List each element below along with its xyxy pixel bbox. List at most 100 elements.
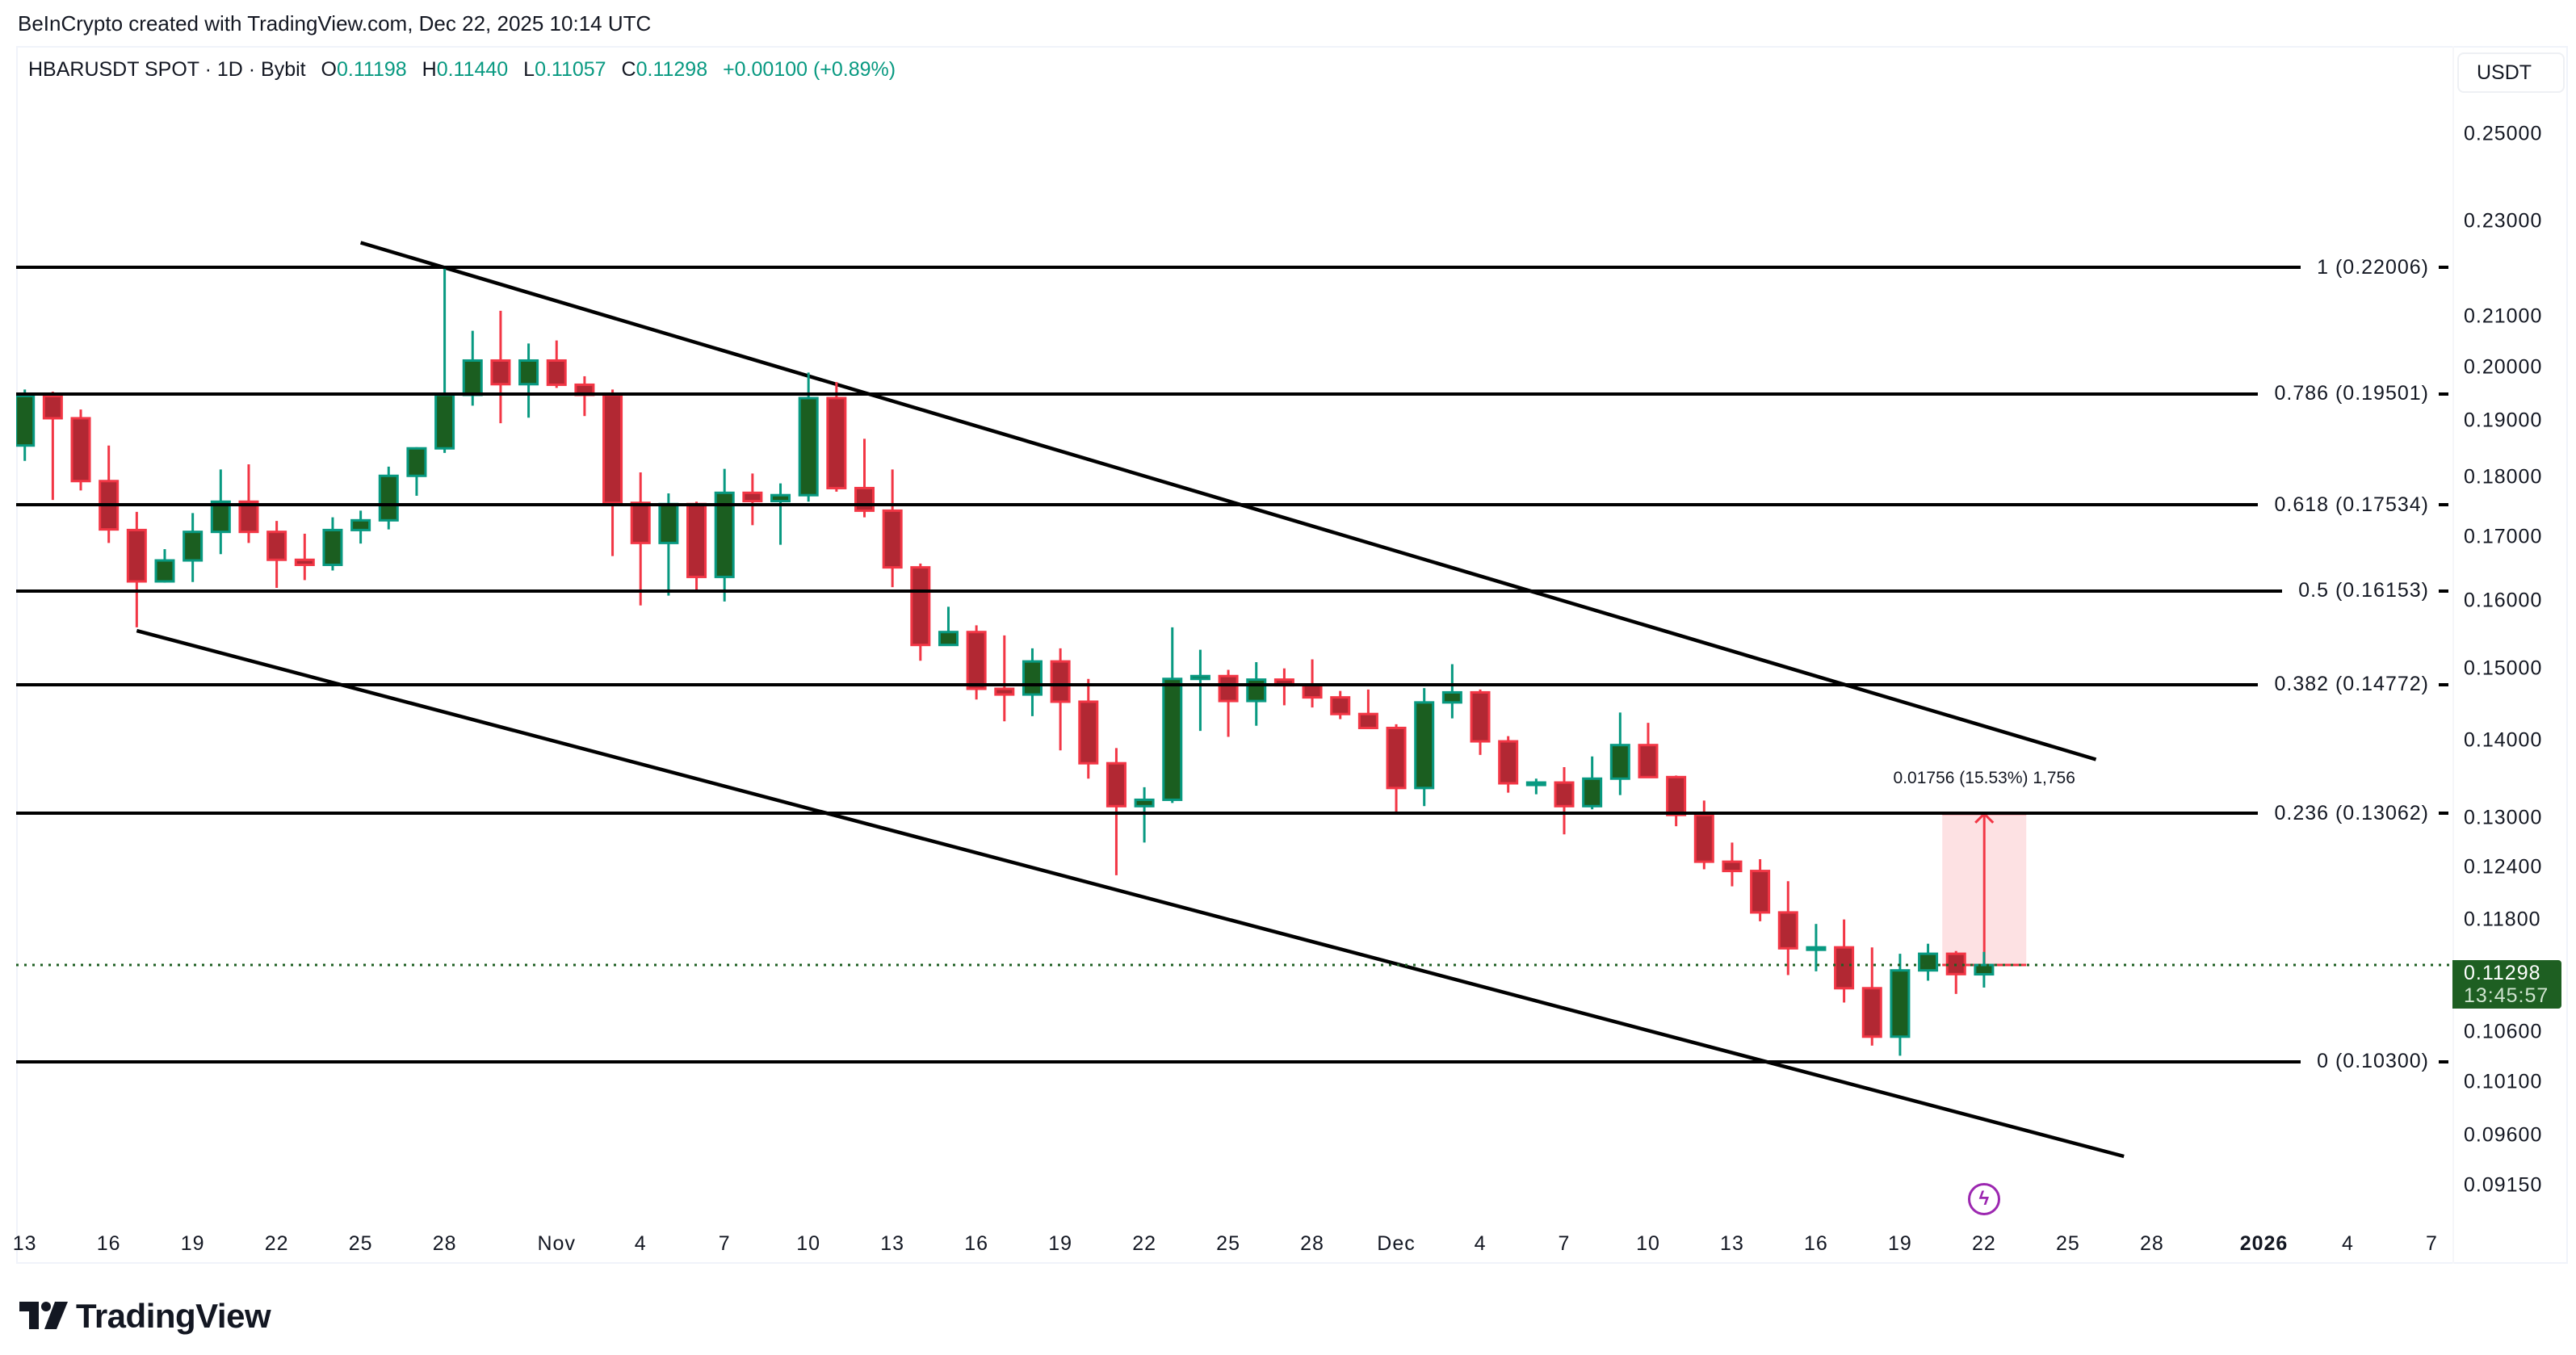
candle-body — [1638, 744, 1659, 778]
candle-2025-12-04 — [1470, 689, 1491, 755]
candle-2025-11-16 — [966, 625, 987, 700]
currency-button[interactable]: USDT — [2457, 52, 2565, 93]
time-tick-label: 19 — [1888, 1232, 1912, 1255]
low-label: L — [523, 58, 535, 81]
candle-2025-11-19 — [1050, 648, 1071, 751]
candle-2025-11-26 — [1246, 661, 1267, 726]
candle-body — [630, 501, 651, 544]
candle-body — [882, 509, 903, 569]
time-tick-label: 2026 — [2239, 1232, 2289, 1255]
candle-2025-11-11 — [826, 382, 847, 492]
candle-body — [406, 447, 427, 477]
candle-body — [210, 500, 231, 534]
candle-2025-11-14 — [910, 563, 931, 661]
candle-body — [1693, 813, 1714, 863]
time-tick-label: 22 — [1971, 1232, 1996, 1255]
tradingview-logo[interactable]: TradingView — [19, 1297, 271, 1336]
candle-2025-12-16 — [1806, 924, 1827, 971]
fib-tick — [2439, 266, 2448, 269]
candle-body — [294, 558, 315, 566]
candle-body — [1330, 696, 1351, 715]
candle-body — [1806, 946, 1827, 951]
time-tick-label: 10 — [796, 1232, 821, 1255]
time-tick-label: 7 — [1558, 1232, 1571, 1255]
candle-body — [1414, 701, 1435, 790]
candle-body — [378, 474, 399, 522]
candle-body — [686, 502, 707, 578]
price-tick-label: 0.09150 — [2464, 1173, 2543, 1197]
time-tick-label: Nov — [537, 1232, 576, 1255]
time-tick-label: Dec — [1377, 1232, 1416, 1255]
candle-body — [1750, 870, 1771, 914]
candle-body — [1918, 952, 1939, 972]
candle-2025-11-25 — [1218, 669, 1239, 737]
candle-body — [1302, 684, 1323, 699]
candle-body — [938, 631, 959, 647]
candle-body — [1050, 660, 1071, 703]
attribution-text: BeInCrypto created with TradingView.com,… — [18, 11, 652, 36]
time-tick-label: 28 — [1300, 1232, 1324, 1255]
candle-2025-10-28 — [434, 267, 455, 453]
time-tick-label: 22 — [264, 1232, 289, 1255]
fib-tick — [2439, 503, 2448, 507]
open-label: O — [321, 58, 337, 81]
time-tick-label: 13 — [880, 1232, 905, 1255]
candle-body — [518, 359, 539, 386]
candle-2025-11-07 — [714, 468, 735, 602]
candle-body — [70, 417, 91, 483]
candle-body — [154, 559, 175, 583]
candle-2025-12-18 — [1861, 947, 1882, 1046]
candle-body — [546, 359, 567, 386]
symbol-legend: HBARUSDT SPOT · 1D · Bybit O0.11198 H0.1… — [28, 58, 896, 82]
change-value: +0.00100 (+0.89%) — [723, 58, 896, 81]
time-tick-label: 25 — [348, 1232, 373, 1255]
candle-body — [462, 359, 483, 396]
candle-body — [1105, 761, 1126, 808]
time-tick-label: 4 — [2342, 1232, 2354, 1255]
candle-body — [322, 528, 343, 566]
candle-2025-11-06 — [686, 501, 707, 592]
candle-2025-11-27 — [1273, 668, 1294, 706]
candle-2025-12-03 — [1441, 664, 1462, 719]
high-value: 0.11440 — [436, 58, 509, 81]
fib-label: 0.5 (0.16153) — [2298, 579, 2429, 602]
candle-2025-11-23 — [1162, 627, 1183, 803]
candle-body — [1582, 777, 1603, 808]
candle-body — [658, 502, 679, 544]
fib-line — [16, 682, 2259, 686]
candle-2025-12-09 — [1609, 712, 1630, 795]
time-tick-label: 4 — [1474, 1232, 1487, 1255]
candle-2025-12-21 — [1945, 950, 1966, 994]
close-label: C — [621, 58, 636, 81]
candle-2025-10-29 — [462, 330, 483, 406]
fib-line — [16, 266, 2301, 269]
fib-line — [16, 503, 2259, 507]
candle-2025-12-06 — [1525, 778, 1546, 795]
lightning-bolt-icon[interactable]: ϟ — [1967, 1183, 2000, 1215]
candle-2025-10-17 — [126, 511, 147, 627]
fib-label: 1 (0.22006) — [2317, 255, 2429, 279]
price-axis-separator — [2452, 46, 2454, 1264]
candle-2025-11-09 — [770, 483, 791, 545]
price-range-measure — [1942, 812, 2027, 967]
candle-2025-11-20 — [1078, 678, 1099, 779]
candle-2025-12-07 — [1554, 766, 1575, 835]
time-tick-label: 4 — [634, 1232, 647, 1255]
price-tick-label: 0.09600 — [2464, 1123, 2543, 1147]
fib-label: 0.786 (0.19501) — [2274, 382, 2429, 405]
candle-2025-12-02 — [1414, 688, 1435, 807]
candle-2025-10-14 — [42, 392, 63, 501]
candle-2025-11-02 — [574, 375, 595, 417]
price-tick-label: 0.23000 — [2464, 209, 2543, 233]
time-tick-label: 16 — [964, 1232, 989, 1255]
candle-2025-10-25 — [350, 510, 371, 544]
candle-body — [742, 491, 763, 503]
candle-2025-11-13 — [882, 469, 903, 588]
candle-2025-11-03 — [602, 389, 623, 556]
candle-body — [1861, 987, 1882, 1038]
candle-body — [854, 486, 875, 512]
candle-2025-10-23 — [294, 533, 315, 581]
symbol-info[interactable]: HBARUSDT SPOT · 1D · Bybit — [28, 58, 306, 81]
candle-2025-11-04 — [630, 472, 651, 606]
